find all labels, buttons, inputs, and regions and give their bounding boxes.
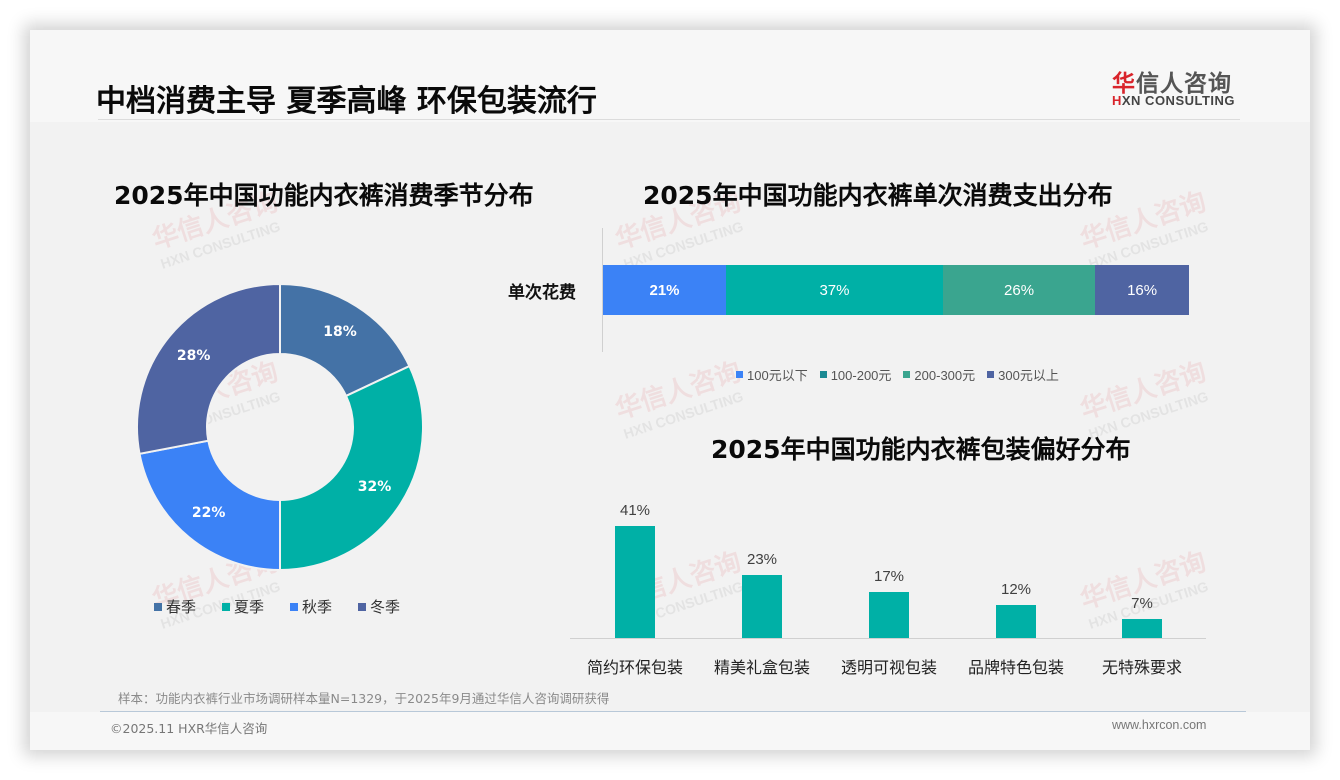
legend-item: 100元以下 (736, 365, 808, 384)
column-category-label: 无特殊要求 (1101, 658, 1183, 677)
stacked-segment: 21% (603, 265, 727, 315)
packaging-column (615, 526, 655, 638)
packaging-column (996, 605, 1036, 638)
column-category-label: 精美礼盒包装 (713, 658, 811, 677)
packaging-column (1122, 618, 1162, 638)
column-category-label: 品牌特色包装 (967, 658, 1065, 677)
donut-value-label: 22% (191, 505, 226, 522)
legend-item: 夏季 (222, 596, 264, 617)
legend-label: 300元以上 (998, 368, 1059, 383)
season-chart-title: 2025年中国功能内衣裤消费季节分布 (114, 181, 534, 210)
logo-en-rest: XN CONSULTING (1121, 93, 1236, 108)
logo-en-accent: H (1112, 93, 1122, 108)
stacked-segment: 37% (726, 265, 943, 315)
logo-cn-accent: 华 (1112, 71, 1136, 97)
column-value-label: 23% (746, 551, 778, 569)
season-donut-chart: 18% 32% 22% 28% (136, 282, 424, 572)
slide-header (30, 30, 1310, 122)
column-value-label: 12% (1000, 581, 1032, 599)
donut-segment-3 (136, 282, 281, 455)
season-legend: 春季 夏季 秋季 冬季 (154, 596, 426, 617)
legend-label: 秋季 (302, 598, 333, 616)
column-value-label: 41% (619, 502, 651, 519)
spend-chart-title: 2025年中国功能内衣裤单次消费支出分布 (643, 181, 1113, 210)
packaging-chart-title: 2025年中国功能内衣裤包装偏好分布 (711, 435, 1131, 464)
donut-svg (136, 282, 424, 572)
company-logo: 华信人咨询 HXN CONSULTING (1110, 64, 1250, 112)
column-value-label: 17% (873, 567, 905, 585)
legend-swatch-icon (358, 602, 367, 611)
header-divider (98, 119, 1240, 120)
column-value-label: 7% (1131, 594, 1153, 612)
legend-label: 100元以下 (747, 368, 808, 383)
legend-swatch-icon (819, 371, 827, 378)
legend-label: 200-300元 (914, 368, 976, 383)
legend-label: 夏季 (234, 598, 265, 616)
donut-value-label: 18% (323, 324, 357, 341)
donut-value-label: 32% (357, 479, 392, 495)
legend-label: 春季 (166, 598, 197, 616)
legend-label: 100-200元 (830, 368, 892, 383)
donut-segment-0 (279, 282, 411, 398)
donut-segment-2 (138, 439, 281, 572)
column-category-label: 简约环保包装 (586, 658, 684, 677)
spend-axis (602, 228, 603, 352)
packaging-column-chart: 41% 简约环保包装 23% 精美礼盒包装 17% 透明可视包装 12% 品牌特色包装 7% 无特… (570, 500, 1206, 677)
spend-legend: 100元以下 100-200元 200-300元 300元以上 (736, 365, 1071, 384)
slide: 中档消费主导 夏季高峰 环保包装流行 华信人咨询 HXN CONSULTING … (30, 30, 1310, 750)
legend-label: 冬季 (370, 598, 401, 616)
footer-divider (100, 711, 1246, 712)
footer-band (30, 712, 1310, 750)
legend-item: 冬季 (358, 596, 400, 617)
packaging-column (742, 575, 782, 638)
donut-segment-1 (279, 364, 424, 572)
page-title: 中档消费主导 夏季高峰 环保包装流行 (96, 84, 597, 119)
legend-item: 春季 (154, 596, 196, 617)
logo-cn: 华信人咨询 (1112, 64, 1232, 98)
legend-swatch-icon (290, 602, 299, 611)
legend-item: 100-200元 (819, 365, 892, 384)
copyright-text: ©2025.11 HXR华信人咨询 (110, 721, 268, 736)
spend-stacked-bar: 21% 37% 26% 16% (603, 265, 1189, 315)
legend-swatch-icon (987, 371, 995, 378)
legend-swatch-icon (154, 602, 162, 611)
legend-item: 秋季 (290, 596, 332, 617)
spend-row-label: 单次花费 (508, 283, 576, 303)
legend-swatch-icon (903, 371, 911, 378)
logo-cn-rest: 信人咨询 (1136, 71, 1232, 97)
website-link[interactable]: www.hxrcon.com (1112, 718, 1207, 732)
donut-value-label: 28% (176, 347, 211, 364)
packaging-baseline (570, 638, 1206, 639)
stacked-segment: 16% (1095, 265, 1189, 315)
stacked-segment: 26% (942, 265, 1096, 315)
legend-swatch-icon (736, 371, 743, 378)
legend-item: 300元以上 (987, 365, 1059, 384)
packaging-column (869, 591, 909, 638)
legend-item: 200-300元 (903, 365, 975, 384)
column-category-label: 透明可视包装 (840, 658, 938, 677)
logo-en: HXN CONSULTING (1112, 93, 1235, 108)
legend-swatch-icon (222, 602, 231, 611)
sample-footnote: 样本：功能内衣裤行业市场调研样本量N=1329，于2025年9月通过华信人咨询调… (118, 691, 610, 706)
